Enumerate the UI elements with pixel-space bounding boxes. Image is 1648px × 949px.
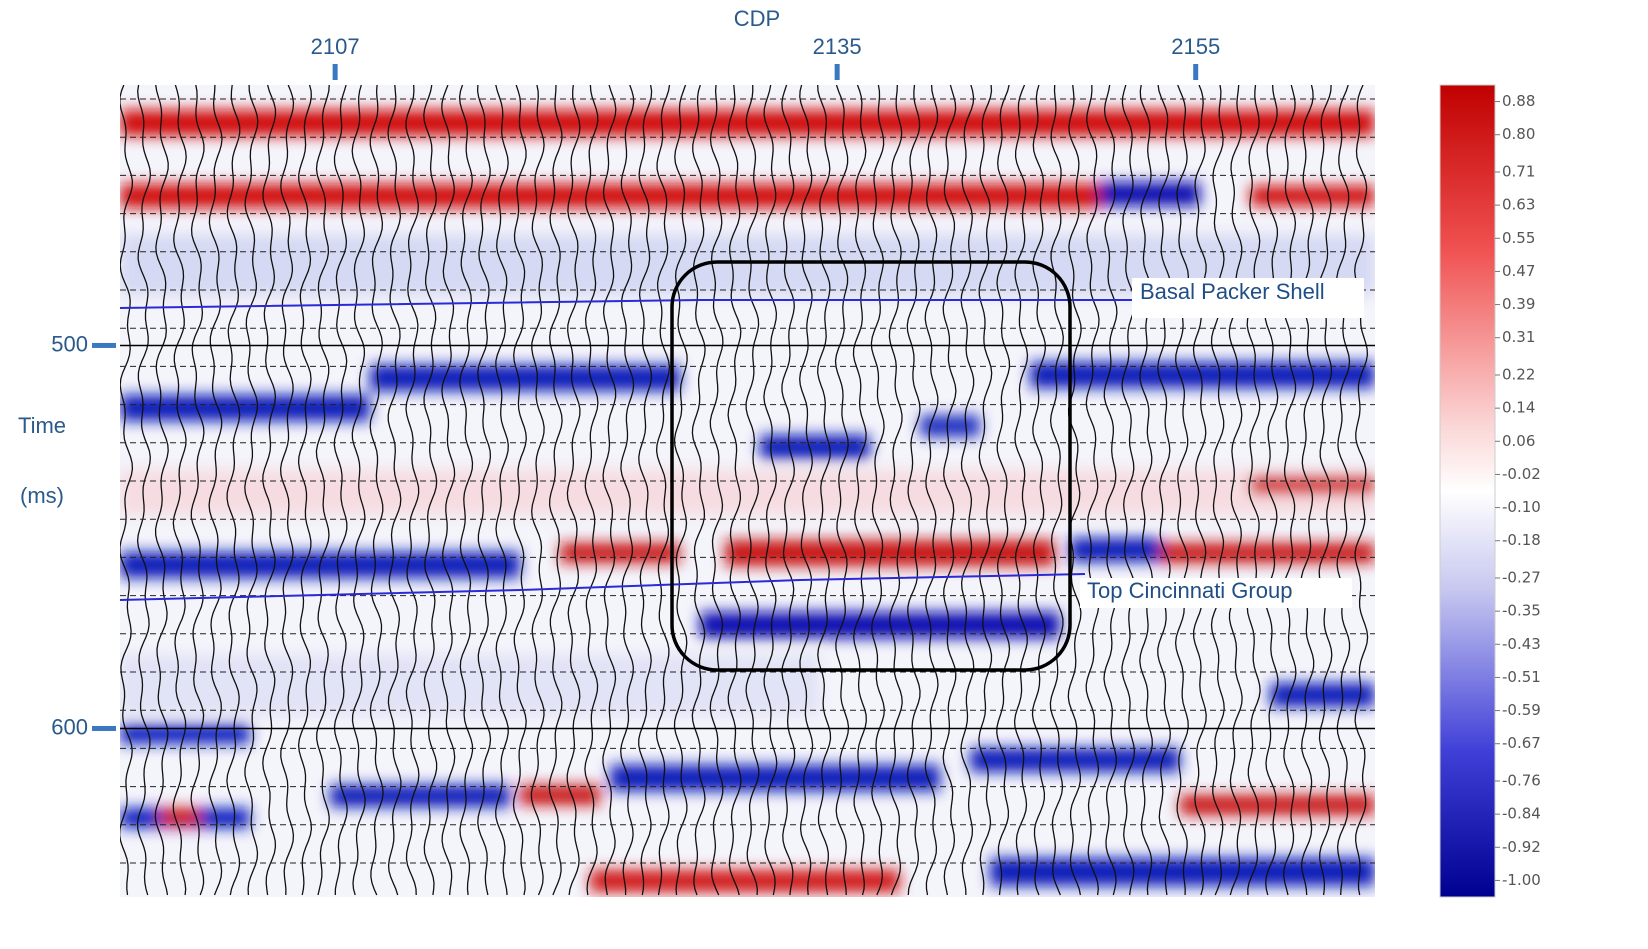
colorbar-tick-label: 0.39 bbox=[1502, 295, 1535, 313]
y-tick-label: 600 bbox=[51, 714, 88, 739]
y-axis-unit: (ms) bbox=[20, 483, 64, 508]
colorbar-tick-label: 0.55 bbox=[1502, 229, 1535, 247]
x-axis-title: CDP bbox=[734, 6, 780, 31]
y-tick-label: 500 bbox=[51, 331, 88, 356]
colorbar-tick-label: 0.06 bbox=[1502, 432, 1535, 450]
figure: Basal Packer Shell Top Cincinnati Group … bbox=[0, 0, 1648, 945]
colorbar-tick-label: -0.84 bbox=[1502, 805, 1541, 823]
y-tick bbox=[92, 343, 116, 348]
colorbar-tick-label: 0.22 bbox=[1502, 366, 1535, 384]
colorbar-tick-label: 0.47 bbox=[1502, 262, 1535, 280]
horizon-label: Basal Packer Shell bbox=[1140, 279, 1325, 304]
colorbar-tick-label: 0.63 bbox=[1502, 196, 1535, 214]
colorbar-tick-label: 0.14 bbox=[1502, 399, 1535, 417]
colorbar-tick-label: 0.80 bbox=[1502, 125, 1535, 143]
colorbar-tick-label: 0.31 bbox=[1502, 328, 1535, 346]
colorbar-tick-label: -0.27 bbox=[1502, 569, 1541, 587]
colorbar-tick-label: 0.88 bbox=[1502, 92, 1535, 110]
horizon-label: Top Cincinnati Group bbox=[1087, 578, 1292, 603]
x-tick-label: 2135 bbox=[813, 34, 862, 59]
y-tick bbox=[92, 726, 116, 731]
colorbar-tick-label: 0.71 bbox=[1502, 163, 1535, 181]
colorbar bbox=[1440, 85, 1495, 897]
colorbar-tick-label: -0.67 bbox=[1502, 734, 1541, 752]
colorbar-tick-label: -0.59 bbox=[1502, 701, 1541, 719]
x-tick-label: 2155 bbox=[1171, 34, 1220, 59]
colorbar-tick-label: -0.76 bbox=[1502, 772, 1541, 790]
colorbar-tick-label: -0.18 bbox=[1502, 531, 1541, 549]
x-tick bbox=[835, 64, 840, 80]
colorbar-tick-label: -1.00 bbox=[1502, 871, 1541, 889]
colorbar-tick-label: -0.35 bbox=[1502, 602, 1541, 620]
x-tick bbox=[1193, 64, 1198, 80]
colorbar-tick-label: -0.43 bbox=[1502, 635, 1541, 653]
colorbar-tick-label: -0.10 bbox=[1502, 498, 1541, 516]
x-tick bbox=[333, 64, 338, 80]
colorbar-tick-label: -0.02 bbox=[1502, 465, 1541, 483]
colorbar-tick-label: -0.92 bbox=[1502, 838, 1541, 856]
y-axis-title: Time bbox=[18, 413, 66, 438]
x-tick-label: 2107 bbox=[311, 34, 360, 59]
colorbar-tick-label: -0.51 bbox=[1502, 668, 1541, 686]
